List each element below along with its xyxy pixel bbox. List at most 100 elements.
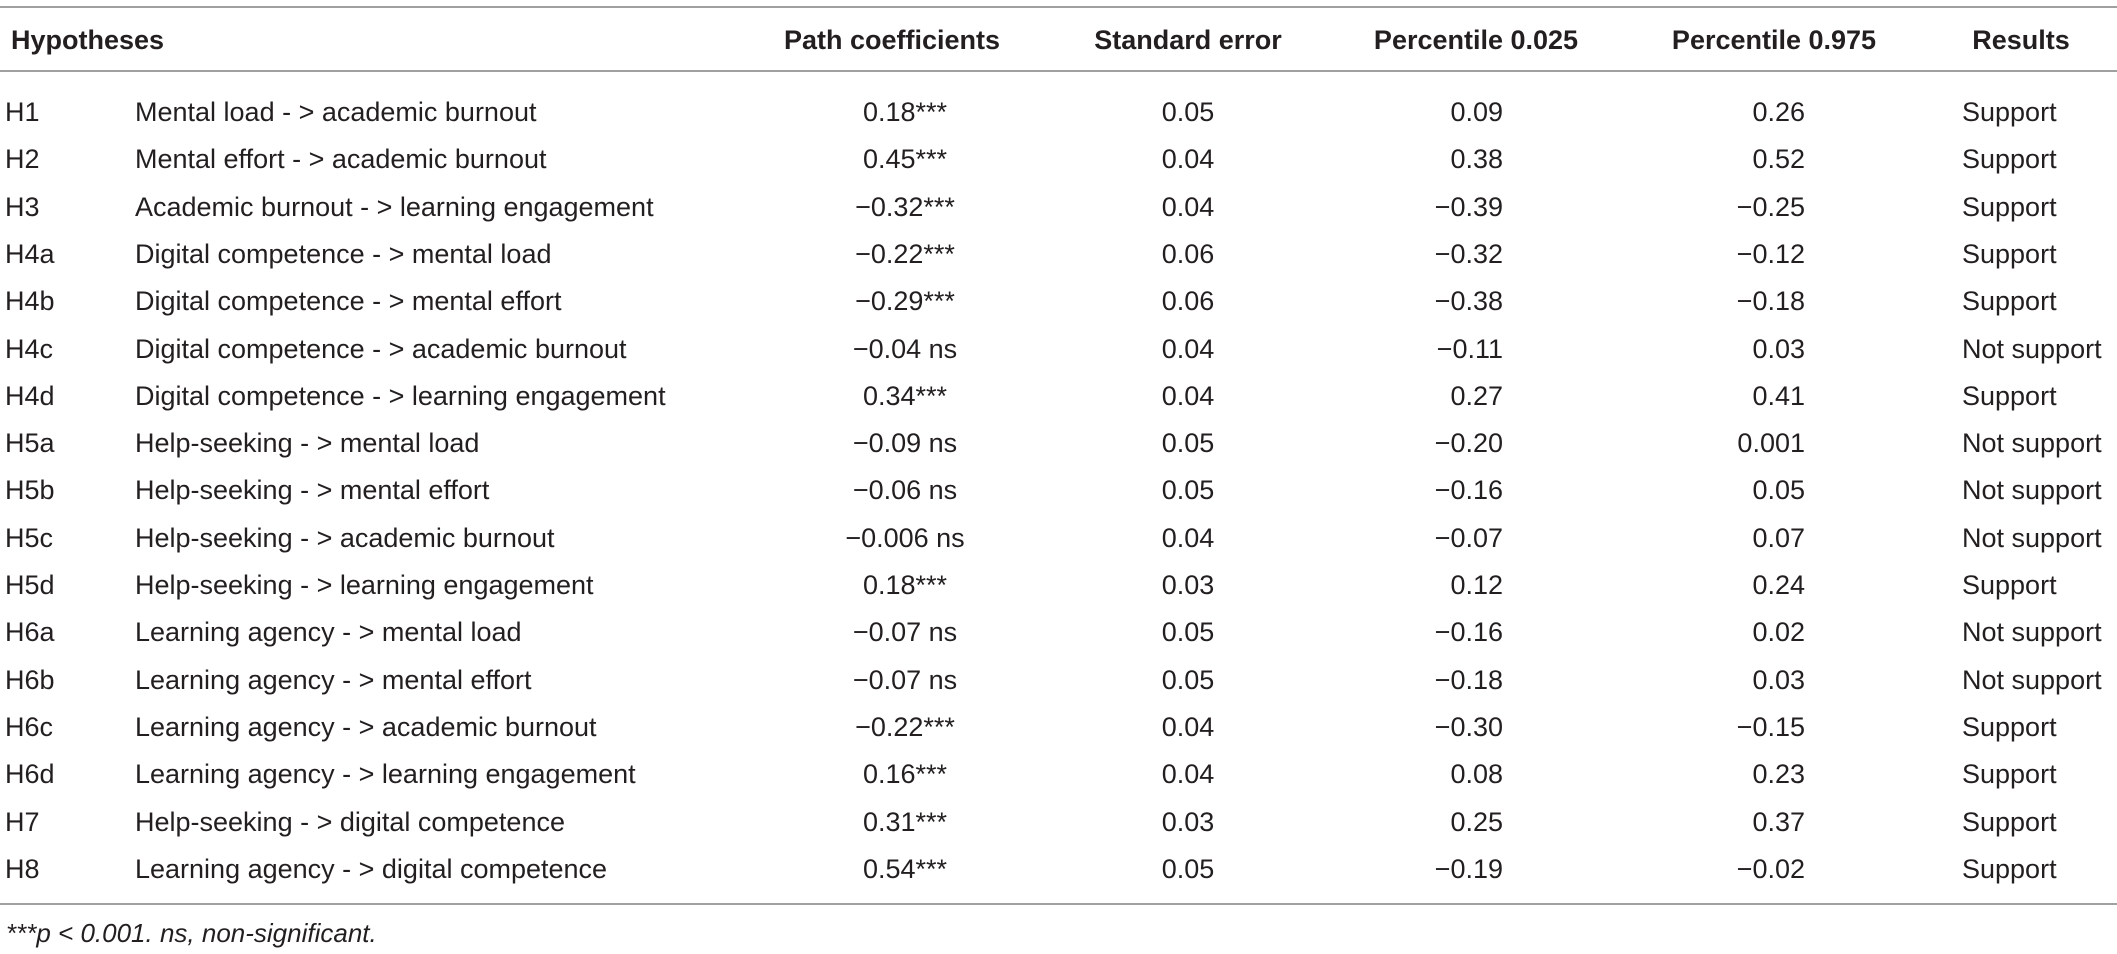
result: Not support (1962, 522, 2102, 553)
percentile-high: −0.15 (1736, 711, 1805, 742)
header-rule (0, 70, 2117, 72)
column-header: Path coefficients (783, 25, 1001, 55)
percentile-high: 0.03 (1752, 333, 1805, 364)
result: Support (1962, 191, 2057, 222)
path-coefficient: −0.06 ns (852, 475, 958, 506)
percentile-low: −0.11 (1436, 333, 1503, 364)
percentile-high: 0.02 (1752, 617, 1805, 648)
path-coefficient: −0.22*** (855, 238, 955, 269)
hypothesis-id: H6a (5, 617, 55, 648)
path-coefficient: −0.07 ns (852, 664, 958, 695)
percentile-high: −0.18 (1736, 286, 1805, 317)
hypothesis-id: H4c (5, 333, 54, 364)
hypothesis-id: H5c (5, 522, 54, 553)
hypothesis-path: Digital competence - > mental load (135, 238, 552, 269)
hypothesis-path: Help-seeking - > mental load (135, 428, 480, 459)
column-header: Standard error (1094, 25, 1282, 55)
percentile-high: −0.25 (1736, 191, 1805, 222)
hypothesis-path: Digital competence - > academic burnout (135, 333, 627, 364)
standard-error: 0.04 (1161, 191, 1215, 222)
hypothesis-path: Learning agency - > mental load (135, 617, 522, 648)
path-coefficient: 0.18*** (862, 97, 948, 127)
percentile-low: −0.16 (1434, 617, 1503, 648)
hypothesis-path: Mental load - > academic burnout (135, 97, 537, 127)
column-header: Percentile 0.975 (1671, 25, 1877, 55)
result: Support (1962, 238, 2057, 269)
path-coefficient: −0.04 ns (852, 333, 958, 364)
hypothesis-id: H5a (5, 428, 55, 459)
standard-error: 0.05 (1161, 664, 1215, 695)
result: Not support (1962, 475, 2102, 506)
hypothesis-path: Help-seeking - > academic burnout (135, 522, 555, 553)
hypothesis-id: H6c (5, 711, 54, 742)
percentile-low: 0.27 (1450, 380, 1503, 411)
hypothesis-id: H8 (5, 853, 40, 884)
path-coefficient: −0.29*** (855, 286, 955, 317)
result: Support (1962, 711, 2057, 742)
hypothesis-path: Help-seeking - > mental effort (135, 475, 490, 506)
standard-error: 0.03 (1161, 806, 1215, 837)
result: Support (1962, 144, 2057, 175)
hypothesis-id: H2 (5, 144, 40, 175)
percentile-high: 0.001 (1737, 428, 1805, 459)
hypothesis-id: H6b (5, 664, 55, 695)
hypothesis-path: Learning agency - > digital competence (135, 853, 608, 884)
result: Not support (1962, 333, 2102, 364)
standard-error: 0.05 (1161, 617, 1215, 648)
hypothesis-path: Mental effort - > academic burnout (135, 144, 547, 175)
hypothesis-id: H4b (5, 286, 55, 317)
hypothesis-id: H4d (5, 380, 55, 411)
percentile-low: −0.38 (1434, 286, 1503, 317)
path-coefficient: −0.22*** (855, 711, 955, 742)
result: Support (1962, 97, 2057, 127)
percentile-high: 0.52 (1752, 144, 1805, 175)
hypothesis-id: H7 (5, 806, 40, 837)
standard-error: 0.05 (1161, 853, 1215, 884)
percentile-high: 0.41 (1752, 380, 1805, 411)
result: Support (1962, 286, 2057, 317)
percentile-low: −0.16 (1434, 475, 1503, 506)
percentile-high: 0.26 (1752, 97, 1805, 127)
hypothesis-id: H5d (5, 570, 55, 600)
percentile-high: 0.24 (1752, 570, 1805, 600)
standard-error: 0.04 (1161, 380, 1215, 411)
percentile-high: 0.05 (1752, 475, 1805, 506)
standard-error: 0.04 (1161, 333, 1215, 364)
result: Support (1962, 806, 2057, 837)
standard-error: 0.04 (1161, 144, 1215, 175)
standard-error: 0.06 (1161, 286, 1215, 317)
hypothesis-path: Help-seeking - > digital competence (135, 806, 565, 837)
standard-error: 0.04 (1161, 522, 1215, 553)
top-rule (0, 6, 2117, 8)
path-coefficient: 0.18*** (862, 570, 948, 600)
hypothesis-id: H1 (5, 97, 40, 127)
path-coefficient: −0.32*** (855, 191, 955, 222)
percentile-high: 0.23 (1752, 759, 1805, 790)
percentile-low: −0.20 (1434, 428, 1503, 459)
percentile-low: −0.18 (1434, 664, 1503, 695)
percentile-high: 0.03 (1752, 664, 1805, 695)
path-coefficient: 0.34*** (862, 380, 948, 411)
path-coefficient: −0.07 ns (852, 617, 958, 648)
hypothesis-path: Learning agency - > academic burnout (135, 711, 597, 742)
percentile-low: −0.30 (1434, 711, 1503, 742)
hypothesis-path: Digital competence - > mental effort (135, 286, 562, 317)
percentile-low: −0.39 (1434, 191, 1503, 222)
path-coefficient: 0.45*** (862, 144, 948, 175)
percentile-high: 0.07 (1752, 522, 1805, 553)
result: Not support (1962, 617, 2102, 648)
standard-error: 0.06 (1161, 238, 1215, 269)
result: Support (1962, 570, 2057, 600)
standard-error: 0.05 (1161, 428, 1215, 459)
percentile-low: 0.09 (1450, 97, 1503, 127)
standard-error: 0.05 (1161, 475, 1215, 506)
hypothesis-path: Help-seeking - > learning engagement (135, 570, 594, 600)
percentile-high: −0.02 (1736, 853, 1805, 884)
hypothesis-id: H4a (5, 238, 55, 269)
result: Not support (1962, 428, 2102, 459)
percentile-low: 0.25 (1450, 806, 1503, 837)
path-coefficient: 0.54*** (862, 853, 948, 884)
hypothesis-path: Learning agency - > mental effort (135, 664, 532, 695)
percentile-low: 0.08 (1450, 759, 1503, 790)
